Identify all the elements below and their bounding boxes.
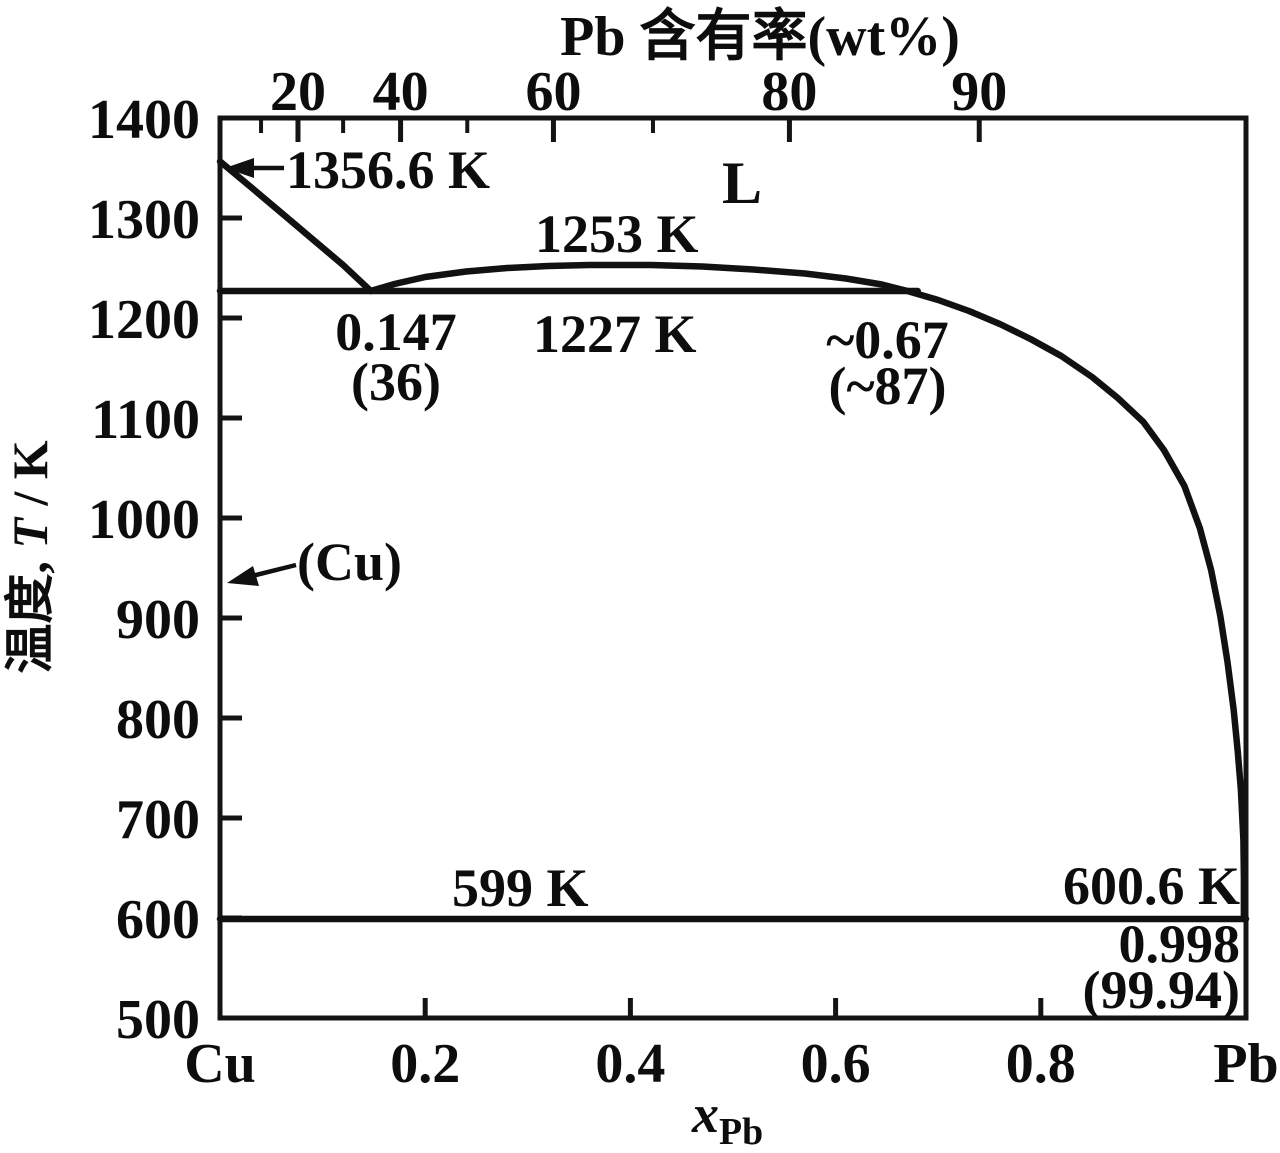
x-axis-title-sub: Pb: [719, 1110, 764, 1153]
y-tick-label-700: 700: [116, 789, 200, 851]
top-tick-label-20: 20: [269, 61, 326, 123]
y-tick-label-900: 900: [116, 589, 200, 651]
y-tick-label-1000: 1000: [88, 489, 200, 551]
annotation-liquid-region: L: [722, 150, 763, 216]
top-axis-title: Pb 含有率(wt%): [560, 6, 960, 68]
x-tick-label-0.2: 0.2: [390, 1033, 461, 1095]
binodal-liquidus-pb-curve: [367, 261, 1248, 923]
x-tick-label-Cu: Cu: [184, 1033, 256, 1095]
y-tick-label-1400: 1400: [88, 89, 200, 151]
y-axis-title: 温度, T / K: [2, 277, 64, 837]
top-tick-label-60: 60: [525, 61, 582, 123]
annotation-l2-wt: (~87): [828, 356, 947, 416]
arrow-to-cu-melting-point-icon: [225, 158, 284, 178]
annotation-critical-temp: 1253 K: [535, 204, 699, 264]
y-tick-label-1300: 1300: [88, 189, 200, 251]
plot-frame: [217, 115, 1249, 1021]
top-tick-label-80: 80: [761, 61, 818, 123]
y-tick-label-1200: 1200: [88, 289, 200, 351]
annotation-cu-phase: (Cu): [297, 532, 402, 592]
annotation-monotectic-x: 0.147: [335, 302, 457, 362]
y-tick-label-1100: 1100: [91, 389, 200, 451]
annotation-eutectic-wt: (99.94): [1082, 960, 1240, 1020]
axis-ticks: [220, 118, 1044, 1018]
annotation-l2-x: ~0.67: [826, 310, 949, 370]
annotation-monotectic-wt: (36): [351, 352, 441, 412]
top-tick-label-90: 90: [951, 61, 1008, 123]
x-axis-title: xPb: [692, 1086, 763, 1152]
x-tick-label-0.4: 0.4: [595, 1033, 666, 1095]
y-tick-label-500: 500: [116, 989, 200, 1051]
top-tick-label-40: 40: [372, 61, 429, 123]
x-axis-title-var: x: [692, 1084, 719, 1144]
x-tick-label-0.6: 0.6: [800, 1033, 871, 1095]
annotation-eutectic-temp: 599 K: [452, 858, 589, 918]
y-tick-label-600: 600: [116, 889, 200, 951]
x-tick-label-0.8: 0.8: [1005, 1033, 1076, 1095]
y-tick-label-800: 800: [116, 689, 200, 751]
annotation-pb-melting-point: 600.6 K: [1062, 856, 1240, 916]
annotation-eutectic-x: 0.998: [1118, 914, 1241, 974]
arrow-to-cu-phase-icon: [227, 562, 297, 586]
annotation-cu-melting-point: 1356.6 K: [286, 140, 491, 200]
liquidus-cu-curve: [216, 158, 375, 295]
x-tick-label-Pb: Pb: [1213, 1033, 1279, 1095]
annotation-monotectic-temp: 1227 K: [533, 304, 697, 364]
